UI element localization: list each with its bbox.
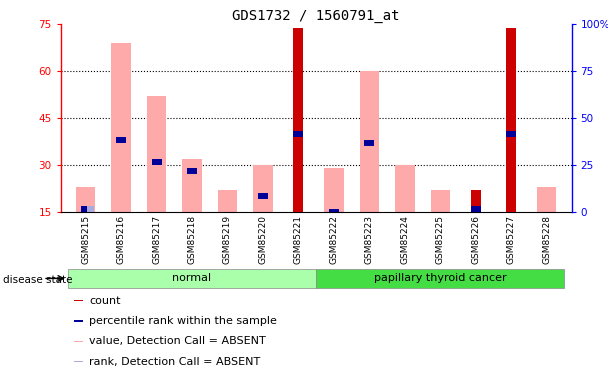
Bar (542, 212, 551, 218)
Bar (218, 190, 237, 212)
Text: GSM85225: GSM85225 (436, 214, 445, 264)
Text: GSM85223: GSM85223 (365, 214, 374, 264)
Text: GSM85217: GSM85217 (152, 214, 161, 264)
Text: GSM85227: GSM85227 (506, 214, 516, 264)
Text: GSM85228: GSM85228 (542, 214, 551, 264)
Text: papillary thyroid cancer: papillary thyroid cancer (374, 273, 506, 284)
Bar (258, 193, 268, 200)
Bar (151, 159, 162, 165)
Bar (68, 269, 316, 288)
Bar (147, 96, 167, 212)
Text: GSM85226: GSM85226 (471, 214, 480, 264)
Bar (74, 300, 83, 301)
Bar (471, 190, 481, 212)
Bar (111, 43, 131, 212)
Text: disease state: disease state (3, 275, 72, 285)
Text: GSM85219: GSM85219 (223, 214, 232, 264)
Text: GSM85218: GSM85218 (187, 214, 196, 264)
Text: value, Detection Call = ABSENT: value, Detection Call = ABSENT (89, 336, 266, 346)
Bar (324, 168, 344, 212)
Bar (471, 206, 481, 212)
Bar (395, 165, 415, 212)
Text: rank, Detection Call = ABSENT: rank, Detection Call = ABSENT (89, 357, 260, 366)
Bar (548, 212, 556, 218)
Text: GSM85216: GSM85216 (117, 214, 126, 264)
Text: normal: normal (173, 273, 212, 284)
Text: count: count (89, 296, 120, 306)
Text: GSM85222: GSM85222 (330, 214, 339, 264)
Bar (359, 71, 379, 212)
Bar (116, 137, 126, 143)
Bar (81, 206, 91, 212)
Bar (74, 341, 83, 342)
Text: GSM85215: GSM85215 (81, 214, 90, 264)
Bar (537, 187, 556, 212)
Text: GSM85224: GSM85224 (400, 214, 409, 264)
Bar (506, 27, 516, 212)
Bar (294, 27, 303, 212)
Bar (329, 209, 339, 215)
Bar (74, 361, 83, 362)
Bar (76, 187, 95, 212)
Text: GSM85220: GSM85220 (258, 214, 268, 264)
Bar (253, 165, 273, 212)
Title: GDS1732 / 1560791_at: GDS1732 / 1560791_at (232, 9, 400, 23)
Bar (316, 269, 564, 288)
Text: GSM85221: GSM85221 (294, 214, 303, 264)
Bar (187, 168, 197, 174)
Bar (506, 130, 516, 137)
Bar (294, 130, 303, 137)
Bar (182, 159, 202, 212)
Bar (88, 206, 94, 212)
Bar (430, 190, 450, 212)
Text: percentile rank within the sample: percentile rank within the sample (89, 316, 277, 326)
Bar (364, 140, 375, 146)
